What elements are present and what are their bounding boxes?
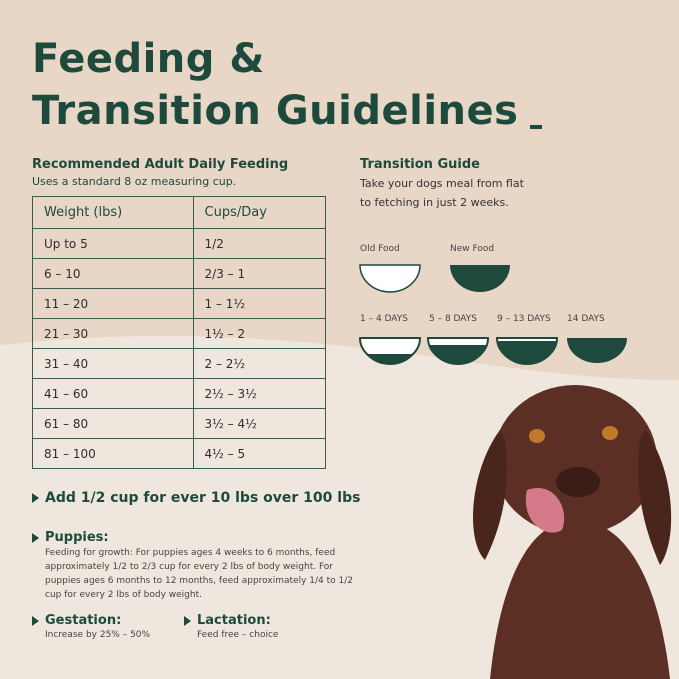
title: Transition Guidelines xyxy=(32,88,519,134)
table-cell: 2/3 – 1 xyxy=(192,258,327,289)
table-row: Up to 5 1/2 xyxy=(32,228,327,259)
bullet xyxy=(32,493,39,503)
add-note: Add 1/2 cup for ever 10 lbs over 100 lbs xyxy=(45,490,361,506)
feeding-table: Weight (lbs) Cups/Day Up to 5 1/2 6 – 10 2/3… xyxy=(32,196,327,469)
table-cell: 2 – 2½ xyxy=(192,348,327,379)
puppies-text: approximately 1/2 to 2/3 cup for every 2… xyxy=(45,562,334,572)
lactation-text: Feed free – choice xyxy=(197,630,279,640)
puppies-text: cup for every 2 lbs of body weight. xyxy=(45,590,202,600)
stage-label: 5 – 8 DAYS xyxy=(429,314,477,324)
bullet xyxy=(32,616,39,626)
stage-label: 1 – 4 DAYS xyxy=(360,314,408,324)
title-dash xyxy=(530,125,542,129)
table-cell: 2½ – 3½ xyxy=(192,378,327,409)
table-row: 81 – 100 4½ – 5 xyxy=(32,438,327,469)
stage-label: 14 DAYS xyxy=(567,314,605,324)
table-cell: 4½ – 5 xyxy=(192,438,327,469)
bullet xyxy=(32,533,39,543)
table-cell: 3½ – 4½ xyxy=(192,408,327,439)
table-cell: 1 – 1½ xyxy=(192,288,327,319)
stage-label: 9 – 13 DAYS xyxy=(497,314,551,324)
feeding-subheading: Uses a standard 8 oz measuring cup. xyxy=(32,175,237,188)
dog-photo xyxy=(473,385,672,679)
legend-label: New Food xyxy=(450,244,495,254)
table-cell: 81 – 100 xyxy=(32,438,194,469)
transition-heading: Transition Guide xyxy=(360,157,480,172)
table-row: 21 – 30 1½ – 2 xyxy=(32,318,327,349)
bullet xyxy=(184,616,191,626)
table-cell: Up to 5 xyxy=(32,228,194,259)
table-row: 41 – 60 2½ – 3½ xyxy=(32,378,327,409)
table-cell: 1/2 xyxy=(192,228,327,259)
gestation-text: Increase by 25% – 50% xyxy=(45,630,151,640)
transition-description: Take your dogs meal from flat xyxy=(360,177,524,190)
transition-description: to fetching in just 2 weeks. xyxy=(360,196,509,209)
puppies-text: Feeding for growth: For puppies ages 4 w… xyxy=(45,548,336,558)
table-cell: 1½ – 2 xyxy=(192,318,327,349)
legend-label: Old Food xyxy=(360,244,400,254)
title: Feeding & xyxy=(32,36,265,82)
gestation-title: Gestation: xyxy=(45,613,122,628)
puppies-title: Puppies: xyxy=(45,530,109,545)
puppies-text: puppies ages 6 months to 12 months, feed… xyxy=(45,576,353,586)
lactation-title: Lactation: xyxy=(197,613,271,628)
column-header: Weight (lbs) xyxy=(32,196,194,229)
feeding-heading: Recommended Adult Daily Feeding xyxy=(32,157,289,172)
table-row: 6 – 10 2/3 – 1 xyxy=(32,258,327,289)
